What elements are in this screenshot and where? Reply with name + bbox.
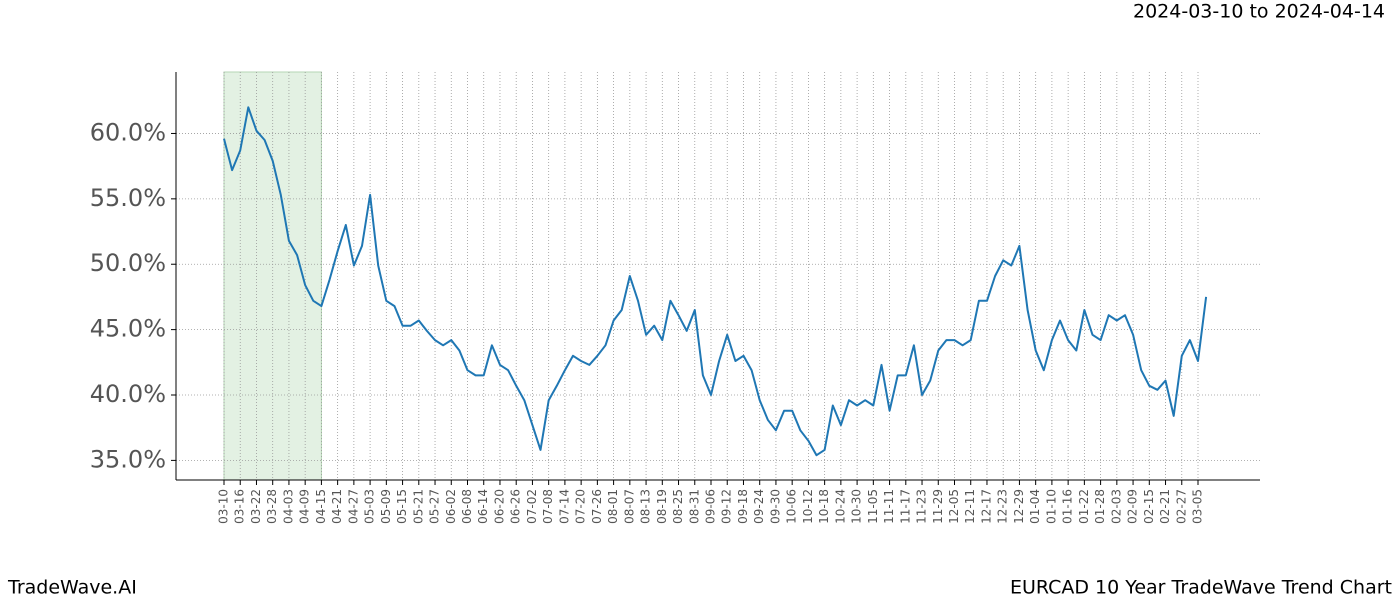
x-tick-label: 11-05 xyxy=(866,489,880,524)
x-tick-label: 07-14 xyxy=(557,489,571,524)
x-tick-label: 10-24 xyxy=(833,489,847,524)
x-tick-label: 09-18 xyxy=(736,489,750,524)
x-tick-label: 01-04 xyxy=(1028,489,1042,524)
x-tick-label: 06-26 xyxy=(509,489,523,524)
x-tick-label: 04-15 xyxy=(314,489,328,524)
y-tick-label: 40.0% xyxy=(90,380,166,408)
x-tick-label: 01-28 xyxy=(1093,489,1107,524)
x-tick-label: 07-26 xyxy=(590,489,604,524)
chart-subtitle: 2024-03-10 to 2024-04-14 xyxy=(1133,1,1385,23)
x-tick-label: 02-09 xyxy=(1126,489,1140,524)
y-tick-label: 35.0% xyxy=(90,445,166,473)
x-tick-label: 09-06 xyxy=(704,489,718,524)
line-series xyxy=(223,106,1208,457)
x-tick-label: 06-02 xyxy=(444,489,458,524)
x-tick-label: 11-29 xyxy=(931,489,945,524)
x-tick-label: 08-01 xyxy=(606,489,620,524)
x-tick-label: 05-21 xyxy=(411,489,425,524)
chart-title: EURCAD 10 Year TradeWave Trend Chart xyxy=(1010,577,1392,599)
x-tick-label: 05-03 xyxy=(363,489,377,524)
x-tick-label: 01-22 xyxy=(1077,489,1091,524)
x-tick-label: 02-03 xyxy=(1109,489,1123,524)
y-tick-label: 45.0% xyxy=(90,315,166,343)
x-tick-label: 03-28 xyxy=(265,489,279,524)
brand: TradeWave.AI xyxy=(7,577,137,599)
x-tick-label: 12-23 xyxy=(996,489,1010,524)
x-tick-label: 03-05 xyxy=(1191,489,1205,524)
x-tick-label: 07-02 xyxy=(525,489,539,524)
x-tick-label: 03-16 xyxy=(233,489,247,524)
x-tick-label: 06-08 xyxy=(460,489,474,524)
x-tick-label: 04-09 xyxy=(298,489,312,524)
x-tick-label: 02-15 xyxy=(1142,489,1156,524)
x-tick-label: 08-07 xyxy=(622,489,636,524)
x-tick-label: 02-21 xyxy=(1158,489,1172,524)
x-tick-label: 07-20 xyxy=(574,489,588,524)
x-tick-label: 10-18 xyxy=(817,489,831,524)
x-tick-label: 12-17 xyxy=(979,489,993,524)
x-tick-label: 08-31 xyxy=(687,489,701,524)
x-tick-label: 10-06 xyxy=(785,489,799,524)
x-tick-label: 11-17 xyxy=(898,489,912,524)
x-tick-label: 11-23 xyxy=(915,489,929,524)
x-tick-label: 09-30 xyxy=(768,489,782,524)
x-tick-label: 10-12 xyxy=(801,489,815,524)
x-tick-label: 08-25 xyxy=(671,489,685,524)
x-tick-label: 04-27 xyxy=(346,489,360,524)
x-tick-label: 06-14 xyxy=(476,489,490,524)
x-tick-label: 09-12 xyxy=(720,489,734,524)
x-tick-label: 03-10 xyxy=(217,489,231,524)
x-tick-label: 04-21 xyxy=(330,489,344,524)
x-tick-label: 01-10 xyxy=(1044,489,1058,524)
x-tick-label: 12-11 xyxy=(963,489,977,524)
x-tick-label: 04-03 xyxy=(281,489,295,524)
y-tick-label: 50.0% xyxy=(90,249,166,277)
x-tick-label: 05-15 xyxy=(395,489,409,524)
x-tick-label: 09-24 xyxy=(752,489,766,524)
x-tick-label: 07-08 xyxy=(541,489,555,524)
x-tick-label: 10-30 xyxy=(850,489,864,524)
x-tick-label: 06-20 xyxy=(492,489,506,524)
x-tick-label: 05-09 xyxy=(379,489,393,524)
x-tick-label: 08-19 xyxy=(655,489,669,524)
x-tick-label: 12-29 xyxy=(1012,489,1026,524)
x-tick-label: 12-05 xyxy=(947,489,961,524)
x-tick-label: 01-16 xyxy=(1061,489,1075,524)
x-tick-label: 05-27 xyxy=(428,489,442,524)
x-tick-label: 11-11 xyxy=(882,489,896,524)
x-tick-label: 02-27 xyxy=(1174,489,1188,524)
y-tick-label: 55.0% xyxy=(90,184,166,212)
y-tick-label: 60.0% xyxy=(90,118,166,146)
x-tick-label: 08-13 xyxy=(639,489,653,524)
x-tick-label: 03-22 xyxy=(249,489,263,524)
